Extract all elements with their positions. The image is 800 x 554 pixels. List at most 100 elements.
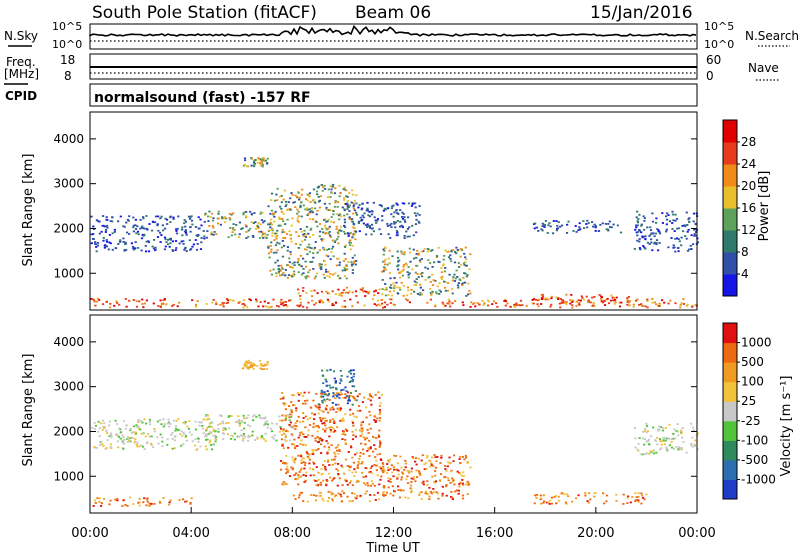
echo-cell [340,389,343,392]
echo-cell [126,231,129,234]
echo-cell [222,438,225,441]
echo-cell [279,205,282,208]
echo-cell [119,240,122,243]
echo-cell [274,232,277,235]
echo-cell [292,404,295,406]
echo-cell [391,205,394,208]
echo-cell [657,230,660,232]
echo-cell [324,393,327,396]
echo-cell [202,432,205,435]
echo-cell [350,261,353,263]
echo-cell [337,257,340,260]
echo-cell [344,439,347,441]
echo-cell [126,505,129,507]
echo-cell [404,496,407,499]
echo-cell [361,429,364,432]
echo-cell [458,485,461,488]
echo-cell [550,303,553,306]
echo-cell [401,274,404,277]
echo-cell [263,220,266,222]
echo-cell [419,283,422,286]
echo-cell [150,435,153,438]
echo-cell [437,497,440,500]
echo-cell [328,225,331,228]
echo-cell [667,302,670,305]
echo-cell [332,370,336,373]
echo-cell [547,298,550,301]
echo-cell [390,284,393,286]
echo-cell [416,212,419,215]
echo-cell [556,227,560,230]
echo-cell [136,426,139,429]
echo-cell [320,268,323,271]
echo-cell [210,233,213,236]
echo-cell [275,237,278,240]
echo-cell [381,463,385,465]
echo-cell [435,255,439,257]
echo-cell [357,206,360,209]
echo-cell [476,302,479,304]
echo-cell [334,293,337,295]
echo-cell [649,226,652,229]
echo-cell [116,423,119,425]
echo-cell [591,221,594,223]
echo-cell [245,165,248,168]
echo-cell [327,446,331,449]
echo-cell [140,420,143,422]
echo-cell [555,220,558,222]
echo-cell [271,234,274,237]
echo-cell [330,491,333,494]
echo-cell [127,437,130,440]
echo-cell [353,496,356,499]
echo-cell [297,271,300,274]
echo-cell [333,477,336,480]
colorbar-segment [723,274,737,297]
echo-cell [643,220,646,222]
echo-cell [636,448,639,451]
echo-cell [293,447,297,450]
echo-cell [281,414,284,417]
echo-cell [227,416,230,418]
echo-cell [109,499,112,502]
echo-cell [650,241,653,244]
echo-cell [587,222,590,224]
echo-cell [201,425,204,427]
echo-cell [680,236,683,239]
echo-cell [635,231,638,234]
echo-cell [324,188,327,190]
echo-cell [305,450,308,453]
echo-cell [148,423,152,426]
echo-cell [303,467,306,470]
echo-cell [261,368,264,371]
echo-cell [346,196,349,198]
echo-cell [322,395,325,398]
echo-cell [268,229,271,232]
echo-cell [331,463,334,466]
echo-cell [297,235,300,237]
echo-cell [380,393,383,396]
echo-cell [642,437,645,440]
echo-cell [379,467,382,470]
echo-cell [143,448,146,451]
echo-cell [455,252,458,255]
echo-cell [291,426,294,428]
echo-cell [364,295,367,297]
echo-cell [321,189,324,192]
echo-cell [349,372,353,375]
echo-cell [215,303,218,305]
echo-cell [587,299,590,302]
echo-cell [115,247,118,250]
echo-cell [109,306,112,309]
echo-cell [325,440,328,442]
echo-cell [145,240,148,243]
echo-cell [331,183,335,186]
echo-cell [464,246,467,249]
echo-cell [300,230,303,233]
echo-cell [217,431,220,433]
colorbar-segment [723,342,737,363]
echo-cell [406,235,409,238]
echo-cell [675,446,678,448]
colorbar-segment [723,381,737,402]
echo-cell [299,204,302,207]
echo-cell [312,252,315,254]
